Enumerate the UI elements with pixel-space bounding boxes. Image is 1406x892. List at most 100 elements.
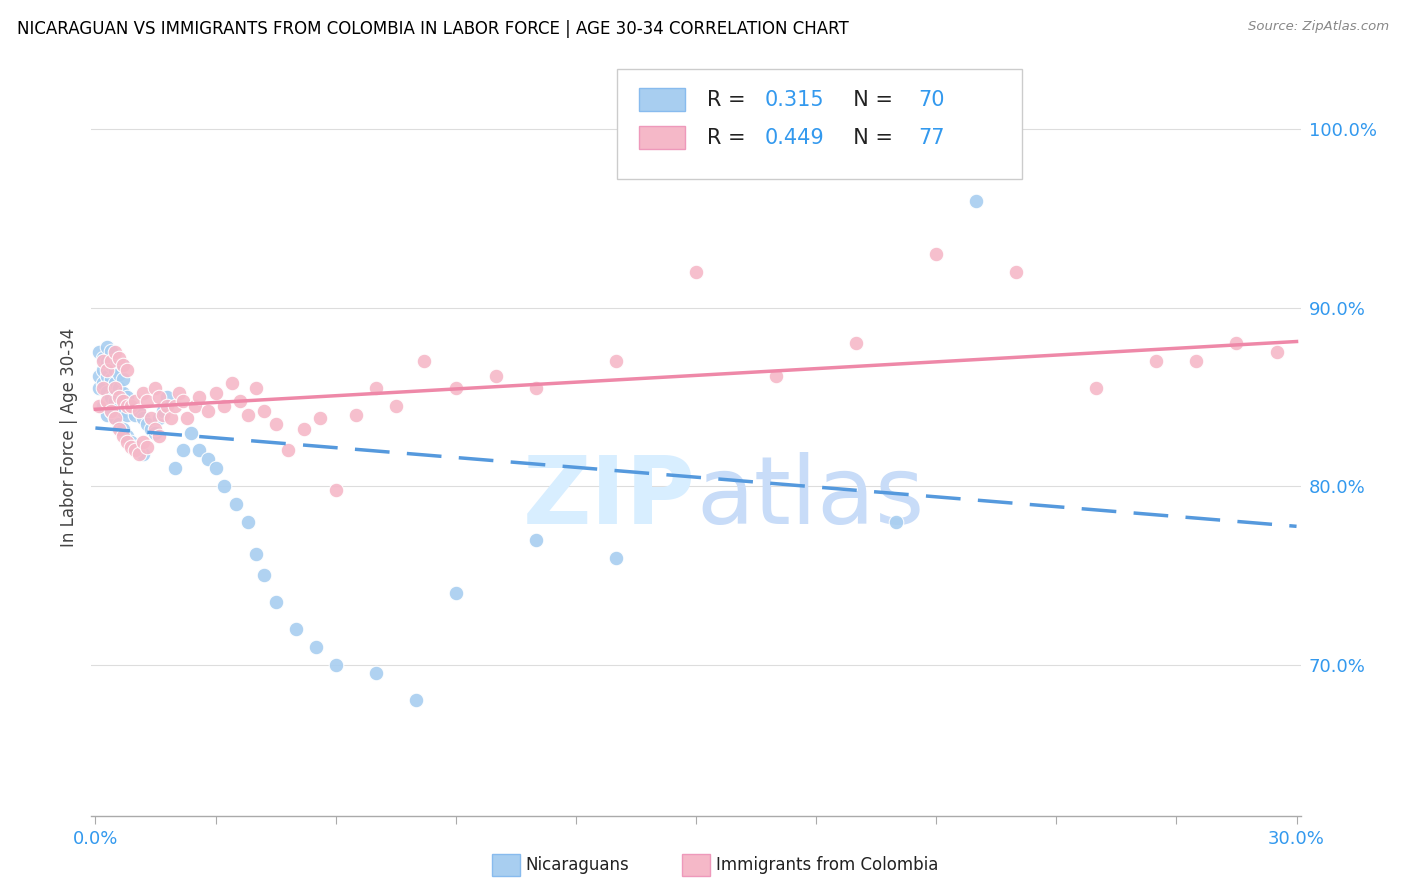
Point <box>128 404 150 418</box>
Point <box>96 340 118 354</box>
Point <box>1305 381 1327 395</box>
Point <box>1346 354 1368 368</box>
Point <box>165 461 187 475</box>
Point <box>112 422 135 436</box>
Text: Source: ZipAtlas.com: Source: ZipAtlas.com <box>1249 20 1389 33</box>
Text: N =: N = <box>839 128 900 147</box>
Point <box>384 399 406 413</box>
Point <box>188 443 211 458</box>
Point <box>1385 363 1406 377</box>
Point <box>117 363 139 377</box>
Point <box>925 247 948 261</box>
Text: 77: 77 <box>918 128 945 147</box>
Point <box>120 440 142 454</box>
Point <box>132 447 155 461</box>
Point <box>96 408 118 422</box>
Point <box>104 363 127 377</box>
Point <box>1265 345 1288 359</box>
Point <box>104 411 127 425</box>
Point <box>120 399 142 413</box>
Point <box>228 393 250 408</box>
Point <box>128 447 150 461</box>
Point <box>108 417 131 431</box>
Point <box>108 422 131 436</box>
Point <box>100 404 122 418</box>
Point <box>141 422 163 436</box>
Point <box>245 381 267 395</box>
Point <box>325 483 347 497</box>
Point <box>308 411 330 425</box>
Point <box>364 381 387 395</box>
Point <box>89 345 111 359</box>
Point <box>112 358 135 372</box>
Point <box>93 351 115 365</box>
Point <box>212 399 235 413</box>
Point <box>765 368 787 383</box>
Text: N =: N = <box>839 90 900 110</box>
Point <box>184 399 207 413</box>
Point <box>412 354 434 368</box>
Point <box>112 386 135 401</box>
Point <box>965 194 987 208</box>
Point <box>108 399 131 413</box>
Point <box>524 381 547 395</box>
Point <box>172 443 194 458</box>
Point <box>136 417 159 431</box>
Point <box>212 479 235 493</box>
Point <box>100 354 122 368</box>
Point <box>884 515 907 529</box>
Point <box>96 393 118 408</box>
Point <box>169 386 191 401</box>
Text: Immigrants from Colombia: Immigrants from Colombia <box>716 856 938 874</box>
FancyBboxPatch shape <box>640 126 685 149</box>
Point <box>277 443 299 458</box>
Point <box>1144 354 1167 368</box>
Point <box>188 390 211 404</box>
Point <box>152 404 174 418</box>
Point <box>344 408 367 422</box>
Point <box>148 411 170 425</box>
Point <box>108 351 131 365</box>
Text: Nicaraguans: Nicaraguans <box>526 856 630 874</box>
Point <box>96 368 118 383</box>
Point <box>128 404 150 418</box>
Text: R =: R = <box>707 90 752 110</box>
Point <box>108 381 131 395</box>
Point <box>245 547 267 561</box>
Point <box>252 568 274 582</box>
Point <box>1085 381 1108 395</box>
Point <box>152 408 174 422</box>
Point <box>156 399 179 413</box>
Point <box>112 429 135 443</box>
Text: 0.449: 0.449 <box>765 128 825 147</box>
Point <box>197 404 219 418</box>
Point <box>124 443 146 458</box>
Point <box>117 434 139 449</box>
Point <box>120 399 142 413</box>
Point <box>160 411 183 425</box>
Point <box>96 363 118 377</box>
Point <box>132 386 155 401</box>
Point <box>204 386 226 401</box>
Point <box>117 408 139 422</box>
Point <box>141 411 163 425</box>
Point <box>156 390 179 404</box>
Point <box>124 393 146 408</box>
Point <box>1225 336 1247 351</box>
Point <box>252 404 274 418</box>
Text: atlas: atlas <box>696 451 924 544</box>
Point <box>765 122 787 136</box>
Point <box>197 452 219 467</box>
Point <box>89 399 111 413</box>
Y-axis label: In Labor Force | Age 30-34: In Labor Force | Age 30-34 <box>59 327 77 547</box>
Point <box>145 422 167 436</box>
Point <box>325 657 347 672</box>
FancyBboxPatch shape <box>617 70 1022 179</box>
Point <box>485 368 508 383</box>
Text: R =: R = <box>707 128 752 147</box>
Point <box>1005 265 1028 279</box>
Point <box>221 376 243 390</box>
Point <box>100 404 122 418</box>
Point <box>176 411 198 425</box>
Text: 70: 70 <box>918 90 945 110</box>
